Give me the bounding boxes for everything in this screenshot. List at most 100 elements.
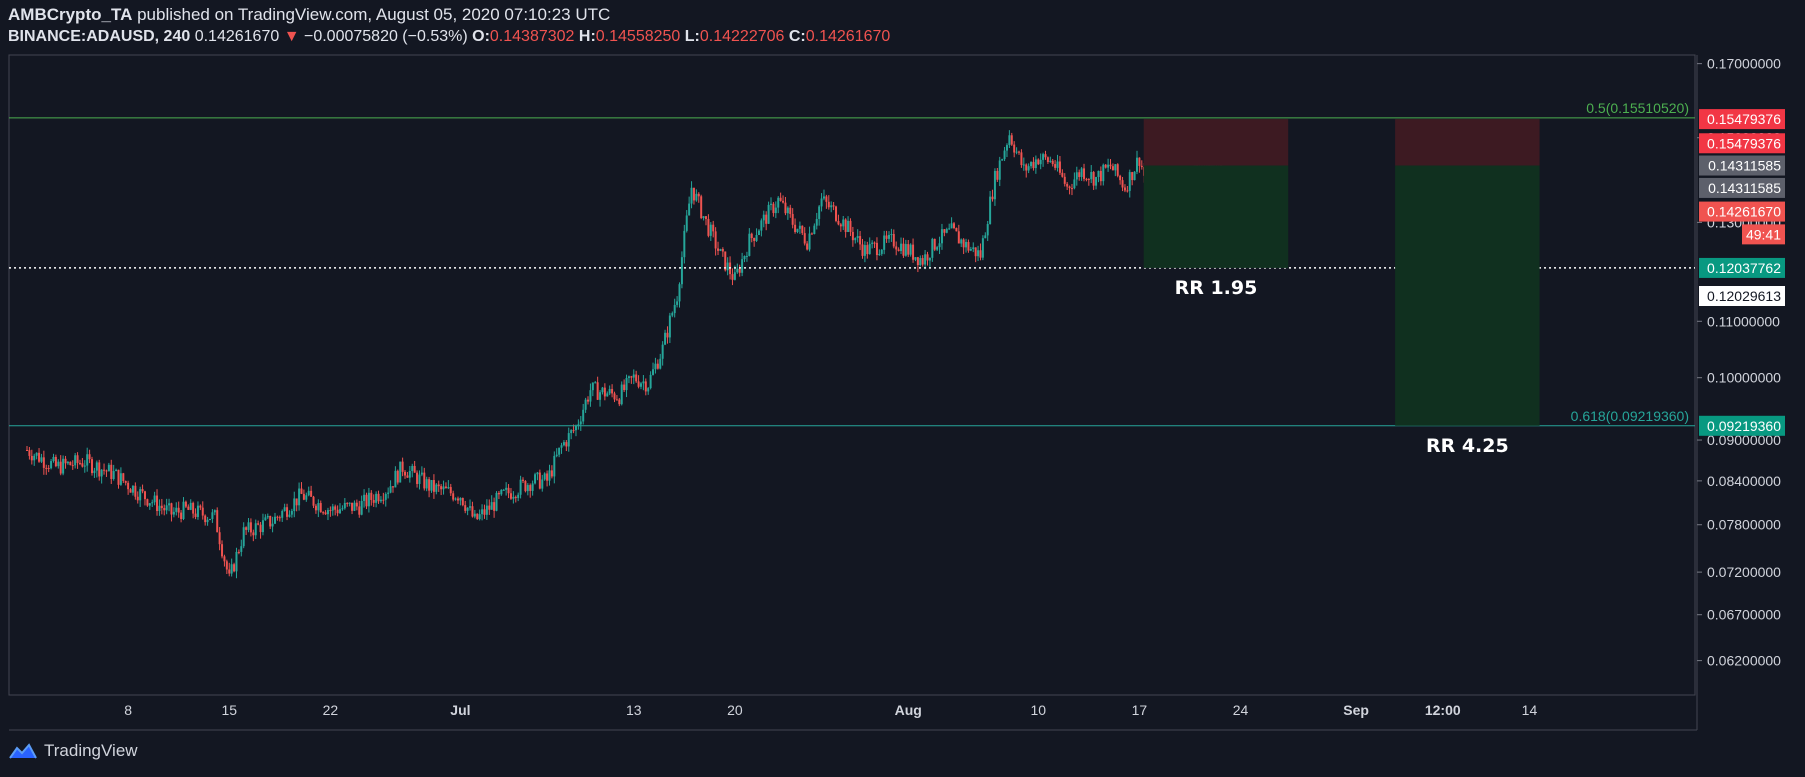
candle-body xyxy=(801,225,804,234)
candle-body xyxy=(613,393,616,400)
candle-body xyxy=(625,378,628,391)
candle-body xyxy=(283,507,286,511)
candle-body xyxy=(428,479,431,491)
candle-body xyxy=(184,501,187,507)
candle-body xyxy=(647,388,650,392)
candle-body xyxy=(618,399,621,405)
price-badge xyxy=(1699,257,1785,278)
x-tick-label: 10 xyxy=(1030,702,1046,718)
candle-body xyxy=(278,517,281,519)
candle-body xyxy=(519,479,522,495)
candle-body xyxy=(440,486,443,490)
x-tick-label: 14 xyxy=(1522,702,1538,718)
candle-body xyxy=(1013,144,1016,153)
candle-body xyxy=(1140,165,1143,168)
candle-body xyxy=(172,511,175,515)
candle-body xyxy=(777,197,780,208)
candle-body xyxy=(685,215,688,231)
symbol-label[interactable]: BINANCE:ADAUSD, 240 xyxy=(8,28,191,45)
candle-body xyxy=(319,503,322,513)
candle-body xyxy=(815,218,818,226)
candle-body xyxy=(837,220,840,225)
candle-body xyxy=(760,220,763,231)
candle-body xyxy=(933,238,936,250)
candle-body xyxy=(423,472,426,489)
candle-body xyxy=(64,458,67,464)
candle-body xyxy=(950,223,953,229)
price-badge xyxy=(1699,286,1785,307)
candle-body xyxy=(957,231,960,244)
candle-body xyxy=(998,160,1001,180)
candle-body xyxy=(293,498,296,511)
candle-body xyxy=(748,233,751,256)
price-badge xyxy=(1699,415,1785,436)
candle-body xyxy=(274,516,277,524)
high-value: 0.14558250 xyxy=(595,28,681,45)
candle-body xyxy=(1063,176,1066,184)
candle-body xyxy=(849,220,852,232)
candle-body xyxy=(148,503,151,506)
candle-body xyxy=(151,502,154,504)
y-tick-label: 0.06700000 xyxy=(1707,607,1781,623)
candle-body xyxy=(678,284,681,302)
candle-body xyxy=(753,238,756,241)
candle-body xyxy=(656,363,659,369)
candle-body xyxy=(825,196,828,202)
candle-body xyxy=(572,430,575,432)
candle-body xyxy=(38,452,41,462)
candle-body xyxy=(871,242,874,244)
candle-body xyxy=(50,461,53,469)
candle-body xyxy=(854,238,857,241)
candle-body xyxy=(488,505,491,510)
candle-body xyxy=(233,564,236,572)
candle-body xyxy=(1133,171,1136,181)
candle-body xyxy=(524,480,527,492)
candle-body xyxy=(86,454,89,466)
candle-body xyxy=(1111,166,1114,171)
candle-body xyxy=(372,499,375,503)
candle-body xyxy=(211,512,214,519)
candle-body xyxy=(1058,161,1061,173)
candle-body xyxy=(707,218,710,236)
down-arrow-icon: ▼ xyxy=(283,28,300,45)
candle-body xyxy=(1126,190,1129,192)
candle-body xyxy=(606,393,609,397)
price-chart[interactable]: 0.170000000.150000000.130000000.11000000… xyxy=(0,0,1805,735)
candle-body xyxy=(873,242,876,244)
candle-body xyxy=(1128,172,1131,191)
price-badge-text: 0.12029613 xyxy=(1707,288,1781,304)
candle-body xyxy=(163,508,166,511)
author-name[interactable]: AMBCrypto_TA xyxy=(8,5,133,24)
tradingview-brand[interactable]: TradingView xyxy=(44,741,138,760)
candle-body xyxy=(517,494,520,499)
candle-body xyxy=(1068,186,1071,189)
candle-body xyxy=(360,500,363,515)
candle-body xyxy=(981,238,984,258)
candle-body xyxy=(502,489,505,491)
candle-body xyxy=(1008,135,1011,146)
candle-body xyxy=(78,462,81,464)
candle-body xyxy=(444,486,447,489)
candle-body xyxy=(196,505,199,517)
candle-body xyxy=(312,496,315,506)
candle-body xyxy=(382,499,385,501)
candle-body xyxy=(784,202,787,214)
candle-body xyxy=(875,242,878,256)
candle-body xyxy=(620,384,623,405)
candle-body xyxy=(666,332,669,338)
candle-body xyxy=(1046,157,1049,162)
candle-body xyxy=(122,473,125,481)
candle-body xyxy=(223,556,226,562)
x-tick-label: 15 xyxy=(221,702,237,718)
candle-body xyxy=(717,248,720,251)
candle-body xyxy=(921,258,924,265)
candle-body xyxy=(772,203,775,214)
candle-body xyxy=(100,469,103,477)
candle-body xyxy=(47,468,50,470)
candle-body xyxy=(194,513,197,517)
candle-body xyxy=(437,484,440,487)
candle-body xyxy=(452,493,455,500)
candle-body xyxy=(76,455,79,463)
candle-body xyxy=(1135,157,1138,172)
candle-body xyxy=(895,246,898,250)
